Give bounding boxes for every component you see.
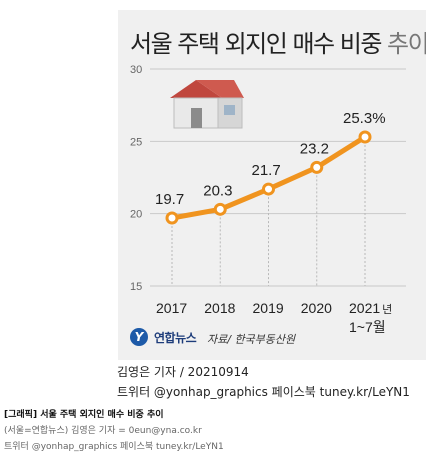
x-tick-label: 2021 년 (349, 300, 392, 316)
caption-line-2: 트위터 @yonhap_graphics 페이스북 tuney.kr/LeYN1 (4, 442, 224, 452)
data-label: 19.7 (155, 191, 184, 208)
chart-title-tail: 추이 (387, 30, 426, 58)
house-icon (170, 80, 244, 129)
data-point (310, 160, 324, 174)
caption-block: [그래픽] 서울 주택 외지인 매수 비중 추이 (서울=연합뉴스) 김영은 기… (4, 407, 224, 455)
chart-title: 서울 주택 외지인 매수 비중 추이 (130, 24, 426, 59)
data-point (358, 130, 372, 144)
y-tick-label: 25 (130, 136, 142, 148)
data-point (213, 202, 227, 216)
x-tick-label: 2019 (253, 300, 284, 316)
logo-brand: 연합뉴스 (154, 330, 197, 345)
x-tick-note: 1~7월 (349, 319, 386, 335)
y-axis-ticks: 30 25 20 15 (130, 64, 142, 293)
x-tick-label: 2020 (301, 300, 332, 316)
data-point (165, 211, 179, 225)
data-labels: 19.7 20.3 21.7 23.2 25.3% (155, 110, 386, 208)
credit-line-2: 트위터 @yonhap_graphics 페이스북 tuney.kr/LeYN1 (117, 385, 410, 399)
source-note: 자료/ 한국부동산원 (207, 333, 296, 346)
x-axis-ticks: 2017 2018 2019 2020 2021 년 1~7월 (156, 300, 392, 335)
x-tick-label: 2017 (156, 300, 187, 316)
data-point (262, 182, 275, 196)
chart-title-main: 서울 주택 외지인 매수 비중 (130, 30, 382, 58)
x-tick-unit: 년 (382, 303, 392, 316)
caption-line-1: (서울=연합뉴스) 김영은 기자 = 0eun@yna.co.kr (4, 426, 202, 436)
y-tick-label: 20 (130, 209, 142, 221)
credit-block: 김영은 기자 / 20210914 트위터 @yonhap_graphics 페… (117, 362, 410, 402)
data-label: 21.7 (252, 162, 281, 179)
yonhap-logo: Y 연합뉴스 (130, 328, 197, 346)
x-tick-label: 2018 (204, 300, 235, 316)
chart-vertical-guides (171, 136, 366, 286)
data-label: 20.3 (203, 182, 232, 199)
caption-title: [그래픽] 서울 주택 외지인 매수 비중 추이 (4, 410, 164, 420)
y-tick-label: 15 (130, 281, 142, 293)
yonhap-emblem-icon: Y (130, 328, 148, 346)
data-points (165, 130, 372, 225)
data-label: 25.3% (343, 110, 386, 127)
data-label: 23.2 (300, 140, 329, 157)
credit-line-1: 김영은 기자 / 20210914 (117, 365, 249, 379)
y-tick-label: 30 (130, 64, 142, 76)
